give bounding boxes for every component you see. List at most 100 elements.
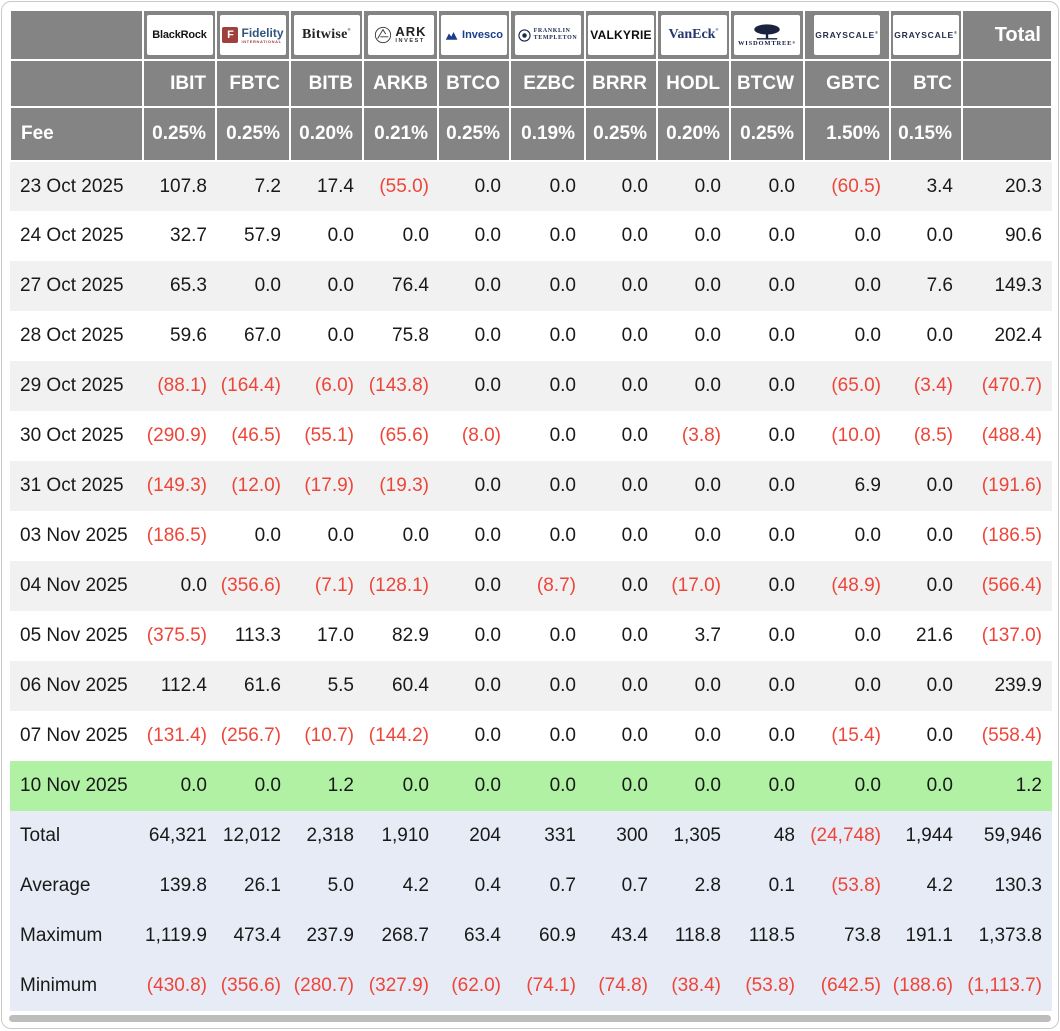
value-cell: 0.7 (585, 861, 657, 911)
value-cell: 59.6 (170, 325, 207, 346)
value-cell: 268.7 (363, 911, 438, 961)
value-cell: 0.0 (804, 661, 890, 711)
value-cell: 0.0 (730, 261, 804, 311)
table-row: 06 Nov 2025 112.4 61.6 5.5 60.4 0.0 0.0 0.0 0.0 0… (10, 661, 1052, 711)
value-cell: 0.0 (768, 325, 795, 346)
value-cell: 5.5 (290, 661, 363, 711)
value-cell: 0.1 (730, 861, 804, 911)
value-cell: 0.0 (730, 361, 804, 411)
value-cell: (62.0) (438, 961, 510, 1011)
date-cell: 28 Oct 2025 (20, 325, 124, 346)
logo-cell: VALKYRIE (584, 9, 658, 61)
ticker-cell: IBIT (142, 59, 217, 108)
value-cell: 0.0 (474, 725, 501, 746)
table-row: 04 Nov 2025 0.0 (356.6) (7.1) (128.1) 0.0 (8.7… (10, 561, 1052, 611)
value-cell: 4.2 (363, 861, 438, 911)
total-cell: (191.6) (962, 461, 1052, 511)
value-cell: 0.0 (585, 661, 657, 711)
value-cell: (149.3) (143, 461, 216, 511)
logo-cell: GRAYSCALE® (889, 9, 963, 61)
value-cell: (65.6) (379, 425, 429, 446)
value-cell: (12.0) (216, 461, 290, 511)
table-row: 30 Oct 2025 (290.9) (46.5) (55.1) (65.6) (8.0… (10, 411, 1052, 461)
value-cell: 0.0 (549, 425, 576, 446)
total-cell: 90.6 (1005, 225, 1042, 246)
value-cell: 60.9 (510, 911, 585, 961)
fee-row-label: Fee (9, 106, 144, 162)
value-cell: 1,910 (363, 811, 438, 861)
valkyrie-logo-icon: VALKYRIE (588, 15, 654, 55)
value-cell: 60.4 (363, 661, 438, 711)
value-cell: 0.0 (327, 225, 354, 246)
value-cell: 5.0 (290, 861, 363, 911)
value-cell: (164.4) (216, 361, 290, 411)
value-cell: 0.0 (890, 561, 962, 611)
value-cell: 0.0 (143, 561, 216, 611)
value-cell: 0.0 (510, 161, 585, 211)
value-cell: (8.7) (510, 561, 585, 611)
horizontal-scrollbar[interactable] (9, 1015, 1051, 1022)
date-cell: 27 Oct 2025 (10, 261, 143, 311)
value-cell: (256.7) (220, 725, 281, 746)
logo-header-row: BlackRock F Fidelity INTERNATIONAL Bitwi… (9, 9, 1053, 61)
value-cell: 0.0 (890, 461, 962, 511)
brand-label: FRANKLIN (533, 28, 571, 35)
grayscale-logo-icon: GRAYSCALE® (814, 15, 880, 55)
value-cell: 0.0 (438, 761, 510, 811)
value-cell: (3.4) (890, 361, 962, 411)
value-cell: (46.5) (231, 425, 281, 446)
value-cell: 0.0 (621, 225, 648, 246)
value-cell: 0.0 (438, 261, 510, 311)
value-cell: (74.8) (585, 961, 657, 1011)
table-row: 27 Oct 2025 65.3 0.0 0.0 76.4 0.0 0.0 0.0 0.0 0.0… (10, 261, 1052, 311)
value-cell: (8.0) (461, 425, 501, 446)
value-cell: 0.0 (585, 561, 657, 611)
wisdomtree-logo-icon: WISDOMTREE® (734, 15, 800, 55)
value-cell: 0.0 (438, 561, 510, 611)
logo-cell: FRANKLIN TEMPLETON (509, 9, 586, 61)
value-cell: 0.0 (804, 761, 890, 811)
fee-cell: 0.25% (729, 106, 805, 162)
brand-sublabel: INTERNATIONAL (241, 38, 282, 44)
value-cell: 0.0 (730, 761, 804, 811)
total-cell: 1.2 (962, 761, 1052, 811)
brand-label: VALKYRIE (590, 28, 652, 42)
total-cell: 149.3 (962, 261, 1052, 311)
value-cell: 118.8 (657, 911, 730, 961)
value-cell: 0.0 (854, 325, 881, 346)
value-cell: 0.0 (890, 661, 962, 711)
empty-cell (961, 106, 1053, 162)
total-cell: 130.3 (962, 861, 1052, 911)
value-cell: 12,012 (216, 811, 290, 861)
value-cell: 0.0 (621, 425, 648, 446)
value-cell: 107.8 (143, 161, 216, 211)
value-cell: 65.3 (143, 261, 216, 311)
value-cell: (356.6) (216, 561, 290, 611)
brand-label: Fidelity (241, 25, 284, 40)
value-cell: 0.0 (327, 525, 354, 546)
date-cell: 05 Nov 2025 (20, 625, 128, 646)
ticker-cell: FBTC (215, 59, 291, 108)
value-cell: 0.0 (549, 525, 576, 546)
value-cell: 0.0 (621, 725, 648, 746)
value-cell: 4.2 (890, 861, 962, 911)
value-cell: (430.8) (143, 961, 216, 1011)
value-cell: 0.0 (363, 761, 438, 811)
brand-label: WISDOMTREE® (737, 39, 797, 47)
value-cell: 113.3 (234, 625, 281, 646)
value-cell: (144.2) (368, 725, 429, 746)
brand-label: BlackRock (152, 29, 207, 41)
total-cell: 202.4 (994, 325, 1042, 346)
date-cell: 30 Oct 2025 (20, 425, 124, 446)
value-cell: 0.0 (402, 525, 429, 546)
value-cell: 0.0 (474, 225, 501, 246)
value-cell: 61.6 (216, 661, 290, 711)
value-cell: 0.0 (585, 361, 657, 411)
table-row: 23 Oct 2025 107.8 7.2 17.4 (55.0) 0.0 0.0 0.0 0.… (10, 161, 1052, 211)
value-cell: 0.7 (510, 861, 585, 911)
summary-row: Minimum (430.8) (356.6) (280.7) (327.9) (62.0… (10, 961, 1052, 1011)
value-cell: 0.0 (694, 725, 721, 746)
blackrock-logo-icon: BlackRock (146, 15, 213, 55)
summary-label-cell: Maximum (10, 911, 143, 961)
value-cell: (19.3) (363, 461, 438, 511)
